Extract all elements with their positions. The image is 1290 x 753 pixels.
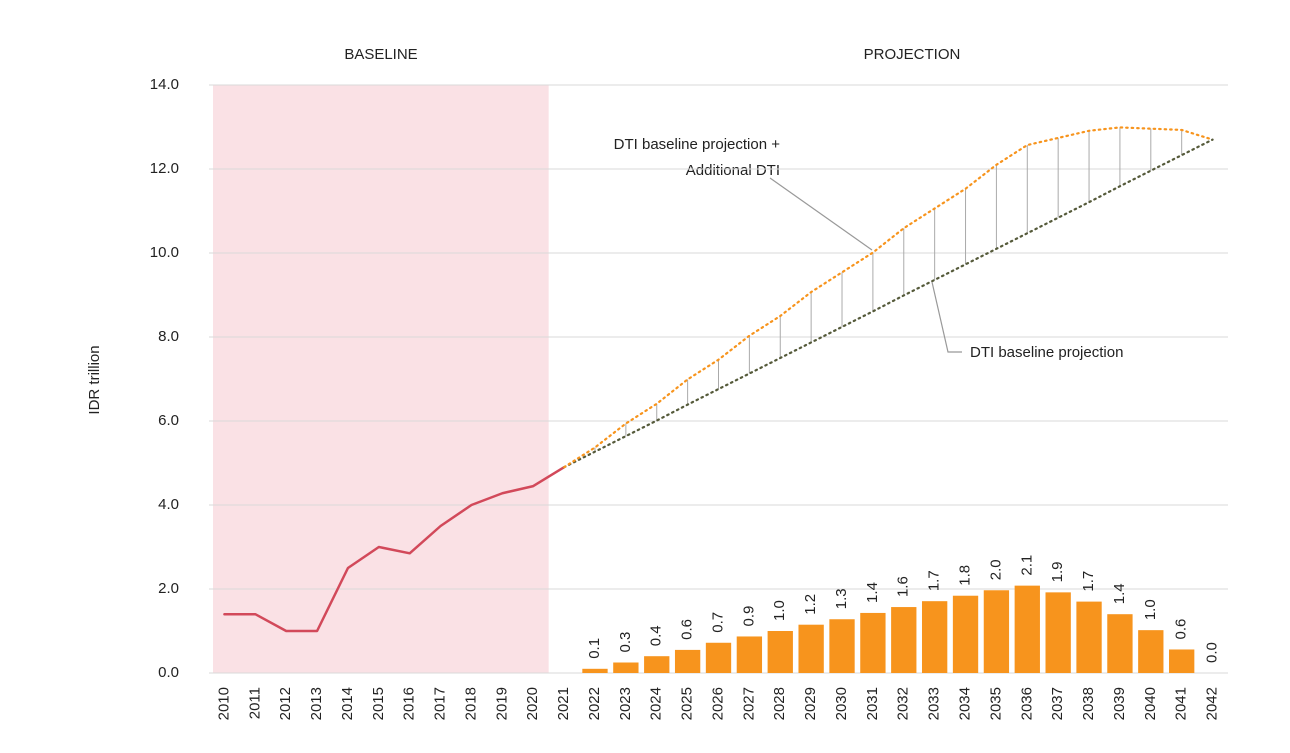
x-tick-label: 2015	[370, 687, 387, 720]
x-tick-label: 2019	[493, 687, 510, 720]
x-tick-label: 2022	[586, 687, 603, 720]
data-label: 0.0	[1204, 642, 1221, 663]
bar	[582, 668, 608, 673]
data-label: 1.4	[1111, 583, 1128, 604]
data-label: 2.0	[987, 559, 1004, 580]
x-tick-label: 2020	[524, 687, 541, 720]
x-tick-label: 2011	[246, 687, 263, 719]
bar	[705, 642, 732, 673]
x-tick-label: 2028	[771, 687, 788, 720]
x-tick-label: 2018	[462, 687, 479, 720]
bar	[1014, 585, 1040, 673]
x-tick-label: 2041	[1173, 687, 1190, 720]
y-tick-label: 6.0	[158, 412, 179, 429]
bar	[674, 649, 701, 673]
data-label: 1.7	[1080, 571, 1097, 592]
x-tick-label: 2042	[1204, 687, 1221, 720]
bar	[1169, 649, 1195, 673]
x-tick-label: 2027	[740, 687, 757, 720]
annotation: Additional DTI	[686, 162, 780, 179]
x-tick-label: 2029	[802, 687, 819, 720]
region-label: PROJECTION	[864, 46, 961, 63]
line	[223, 465, 566, 633]
data-label: 1.9	[1049, 562, 1066, 583]
baseline-region	[213, 85, 549, 673]
bar	[1076, 601, 1102, 673]
leader-line	[769, 177, 873, 251]
data-label: 1.0	[1142, 599, 1159, 620]
x-tick-label: 2032	[895, 687, 912, 720]
data-label: 0.3	[617, 632, 634, 653]
bar	[891, 607, 917, 673]
x-tick-label: 2033	[926, 687, 943, 720]
annotation: DTI baseline projection	[970, 344, 1123, 361]
x-tick-label: 2037	[1049, 687, 1066, 720]
annotation: DTI baseline projection +	[614, 136, 781, 153]
x-tick-label: 2034	[956, 687, 973, 720]
data-label: 1.3	[833, 588, 850, 609]
x-tick-label: 2010	[215, 687, 232, 720]
y-tick-label: 14.0	[150, 76, 179, 93]
data-label: 0.1	[586, 638, 603, 659]
data-label: 1.8	[956, 565, 973, 586]
data-label: 1.0	[771, 600, 788, 621]
x-tick-label: 2030	[833, 687, 850, 720]
data-label: 0.4	[648, 625, 665, 646]
x-tick-label: 2031	[864, 687, 881, 720]
bar	[798, 624, 824, 673]
data-label: 1.2	[802, 594, 819, 615]
line	[563, 126, 1214, 469]
x-tick-label: 2013	[308, 687, 325, 720]
data-label: 1.6	[895, 576, 912, 597]
bar	[952, 595, 979, 673]
y-tick-label: 4.0	[158, 496, 179, 513]
bar	[1045, 592, 1071, 673]
x-tick-label: 2021	[555, 687, 572, 720]
bar	[983, 590, 1010, 673]
bar	[921, 601, 948, 673]
data-label: 0.6	[679, 619, 696, 640]
y-axis-label: IDR trillion	[86, 345, 103, 414]
leader-line	[931, 281, 962, 353]
data-label: 2.1	[1018, 555, 1035, 576]
data-label: 0.6	[1173, 619, 1190, 640]
bar	[1107, 614, 1133, 673]
x-tick-label: 2012	[277, 687, 294, 720]
x-tick-label: 2016	[401, 687, 418, 720]
y-tick-label: 2.0	[158, 580, 179, 597]
data-label: 1.7	[926, 570, 943, 591]
bar	[767, 631, 793, 673]
bar	[644, 656, 670, 673]
y-tick-label: 12.0	[150, 160, 179, 177]
x-tick-label: 2026	[709, 687, 726, 720]
data-label: 1.4	[864, 582, 881, 603]
bar	[829, 619, 855, 673]
x-tick-label: 2024	[648, 687, 665, 720]
bar	[1138, 630, 1164, 673]
y-tick-label: 8.0	[158, 328, 179, 345]
x-tick-label: 2025	[679, 687, 696, 720]
x-tick-label: 2039	[1111, 687, 1128, 720]
x-tick-label: 2035	[987, 687, 1004, 720]
x-tick-label: 2014	[339, 687, 356, 720]
region-label: BASELINE	[344, 46, 417, 63]
bar	[613, 662, 639, 673]
x-tick-label: 2023	[617, 687, 634, 720]
x-tick-label: 2036	[1018, 687, 1035, 720]
x-tick-label: 2017	[432, 687, 449, 720]
y-tick-label: 10.0	[150, 244, 179, 261]
bar	[736, 636, 763, 673]
x-tick-label: 2038	[1080, 687, 1097, 720]
bar	[860, 612, 886, 673]
data-label: 0.9	[740, 606, 757, 627]
line	[563, 138, 1214, 469]
x-tick-label: 2040	[1142, 687, 1159, 720]
y-tick-label: 0.0	[158, 664, 179, 681]
data-label: 0.7	[709, 612, 726, 633]
